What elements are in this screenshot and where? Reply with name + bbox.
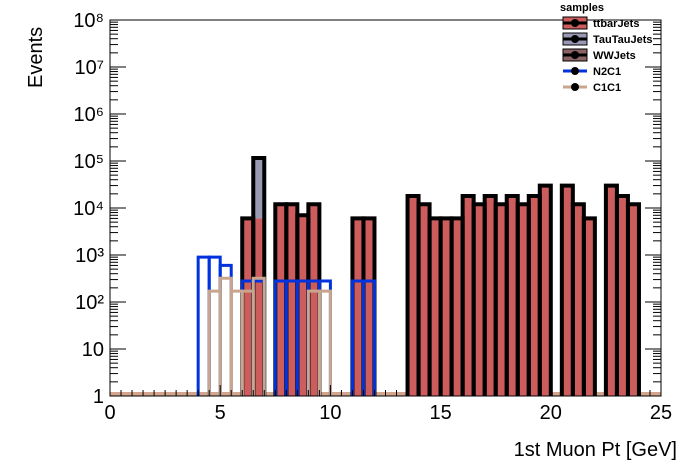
bar-ttbarJets	[462, 196, 474, 396]
x-tick-label: 15	[429, 402, 451, 424]
line-N2C1	[361, 279, 376, 396]
legend: samples ttbarJets TauTauJets WWJets N2C1 C1C…	[560, 2, 653, 94]
bar-ttbarJets	[506, 196, 518, 396]
y-tick-label: 10⁸	[73, 10, 104, 32]
axes: 0 5 10 15 20 25 1 10 10² 10³ 10⁴ 10⁵ 10⁶ 10⁷ 10⁸	[73, 10, 672, 424]
bar-ttbarJets	[429, 218, 441, 396]
bar-ttbarJets	[286, 204, 298, 396]
bar-ttbarJets	[418, 204, 430, 396]
bar-ttbarJets	[440, 218, 452, 396]
legend-label-N2C1: N2C1	[593, 66, 621, 78]
legend-label-WWJets: WWJets	[593, 50, 636, 62]
legend-marker-C1C1	[571, 83, 579, 91]
line-C1C1	[317, 289, 332, 396]
bar-ttbarJets	[528, 196, 540, 396]
bar-ttbarJets	[297, 215, 309, 396]
plot-area	[110, 155, 661, 396]
stack-outline	[537, 183, 553, 396]
y-tick-label: 10³	[75, 245, 104, 267]
x-tick-label: 5	[215, 402, 226, 424]
bar-ttbarJets	[539, 185, 551, 396]
y-tick-label: 1	[93, 386, 104, 408]
bar-ttbarJets	[473, 204, 485, 396]
x-axis-title: 1st Muon Pt [GeV]	[514, 439, 677, 461]
bar-ttbarJets	[561, 185, 573, 396]
y-tick-label: 10⁵	[73, 151, 104, 173]
legend-marker-N2C1	[571, 67, 579, 75]
bar-ttbarJets	[484, 196, 496, 396]
legend-marker-TauTauJets	[571, 35, 579, 43]
bar-ttbarJets	[572, 204, 584, 396]
y-axis-title: Events	[25, 27, 47, 88]
line-C1C1	[251, 276, 266, 396]
y-tick-label: 10⁶	[74, 104, 104, 126]
bar-ttbarJets	[363, 218, 375, 396]
bar-ttbarJets	[517, 204, 529, 396]
bar-TauTauJets	[253, 157, 265, 219]
bar-ttbarJets	[605, 185, 617, 396]
y-tick-label: 10⁷	[75, 57, 104, 79]
legend-label-ttbarJets: ttbarJets	[593, 18, 639, 30]
bar-ttbarJets	[451, 218, 463, 396]
legend-marker-ttbarJets	[571, 19, 579, 27]
x-tick-label: 0	[104, 402, 115, 424]
x-tick-label: 20	[540, 402, 562, 424]
bar-ttbarJets	[352, 218, 364, 396]
x-tick-label: 25	[650, 402, 672, 424]
stack-outline	[581, 216, 597, 396]
bar-ttbarJets	[308, 204, 320, 396]
bar-ttbarJets	[242, 218, 254, 396]
y-tick-label: 10⁴	[73, 198, 104, 220]
bar-ttbarJets	[407, 196, 419, 396]
legend-marker-WWJets	[571, 51, 579, 59]
stack-outline	[625, 202, 641, 396]
bar-ttbarJets	[583, 218, 595, 396]
bar-ttbarJets	[627, 204, 639, 396]
y-tick-label: 10	[82, 339, 104, 361]
bar-ttbarJets	[495, 204, 507, 396]
bar-ttbarJets	[253, 218, 265, 396]
bar-ttbarJets	[616, 196, 628, 396]
legend-label-TauTauJets: TauTauJets	[593, 34, 653, 46]
legend-title: samples	[560, 2, 604, 14]
bar-ttbarJets	[275, 204, 287, 396]
legend-label-C1C1: C1C1	[593, 82, 621, 94]
y-tick-label: 10²	[75, 292, 104, 314]
x-tick-label: 10	[319, 402, 341, 424]
